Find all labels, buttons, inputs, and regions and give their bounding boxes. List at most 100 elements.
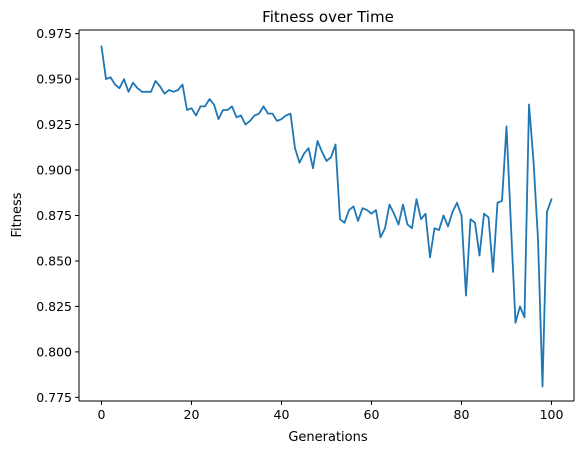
data-point	[226, 109, 229, 111]
y-tick-label: 0.850	[36, 253, 72, 268]
data-point	[505, 125, 508, 127]
data-point	[154, 80, 157, 82]
data-point	[249, 120, 251, 122]
data-point	[325, 160, 328, 162]
data-point	[388, 203, 391, 206]
data-point	[258, 113, 260, 115]
data-point	[244, 123, 247, 126]
data-point	[366, 209, 368, 211]
x-axis-ticks: 0 20 40 60 80 100	[98, 401, 564, 422]
data-point	[460, 214, 463, 217]
data-point	[253, 114, 256, 117]
y-tick-label: 0.775	[36, 390, 72, 405]
data-point	[384, 227, 386, 229]
data-point	[298, 162, 301, 164]
data-point	[348, 209, 350, 211]
y-tick-label: 0.975	[36, 26, 72, 41]
data-point	[429, 256, 431, 258]
data-point	[357, 220, 359, 222]
data-point	[474, 222, 476, 224]
data-point	[150, 91, 152, 93]
x-tick-label: 40	[274, 407, 290, 422]
data-point	[339, 218, 341, 220]
data-point	[186, 109, 188, 111]
data-point	[550, 198, 553, 200]
data-point	[393, 213, 395, 215]
data-point	[433, 227, 436, 229]
data-point	[195, 114, 197, 117]
data-point	[235, 116, 238, 118]
data-point	[438, 229, 440, 231]
chart-title: Fitness over Time	[262, 8, 394, 26]
data-point	[289, 113, 292, 115]
y-tick-label: 0.800	[36, 344, 72, 359]
data-point	[190, 107, 193, 109]
data-point	[145, 91, 148, 93]
data-point	[343, 222, 346, 224]
data-point	[528, 103, 530, 106]
data-point	[109, 76, 112, 78]
data-point	[478, 254, 481, 257]
data-point	[163, 93, 166, 95]
x-tick-label: 60	[364, 407, 380, 422]
data-point	[330, 156, 332, 158]
y-axis-ticks: 0.775 0.800 0.825 0.850 0.875 0.900 0.925 0.950…	[36, 26, 79, 405]
data-point	[465, 294, 467, 297]
data-point	[541, 385, 544, 388]
data-point	[100, 45, 103, 47]
data-point	[316, 140, 319, 142]
data-point	[370, 213, 373, 215]
y-tick-label: 0.825	[36, 299, 72, 314]
data-point	[496, 202, 499, 204]
data-point	[285, 114, 287, 117]
data-point	[397, 223, 400, 226]
data-point	[271, 113, 274, 115]
data-point	[312, 167, 314, 169]
data-point	[375, 209, 377, 211]
x-tick-label: 20	[184, 407, 200, 422]
x-axis-label: Generations	[288, 430, 368, 445]
y-axis-label: Fitness	[10, 192, 25, 237]
data-point	[361, 207, 364, 209]
data-point	[532, 160, 535, 162]
data-point	[321, 151, 323, 153]
data-point	[123, 78, 125, 80]
data-point	[307, 147, 310, 149]
x-tick-label: 100	[540, 407, 564, 422]
data-point	[447, 225, 449, 228]
data-point	[127, 91, 130, 93]
data-point	[456, 202, 458, 204]
data-point	[168, 89, 170, 91]
data-point	[303, 153, 305, 155]
y-tick-label: 0.950	[36, 72, 72, 87]
data-point	[442, 214, 445, 217]
data-point	[132, 82, 134, 84]
data-point	[546, 211, 548, 213]
y-tick-label: 0.875	[36, 208, 72, 223]
data-point	[492, 271, 494, 273]
data-point	[406, 223, 409, 226]
data-point	[537, 238, 539, 240]
data-point	[181, 83, 184, 86]
data-point	[352, 205, 355, 208]
data-point	[240, 114, 242, 117]
data-point	[411, 227, 413, 229]
data-point	[420, 218, 422, 220]
y-tick-label: 0.900	[36, 163, 72, 178]
data-point	[402, 203, 404, 206]
x-tick-label: 80	[454, 407, 470, 422]
x-tick-label: 0	[98, 407, 106, 422]
data-point	[276, 120, 278, 122]
data-point	[136, 87, 139, 89]
data-point	[217, 118, 220, 120]
data-point	[510, 225, 512, 228]
data-point	[294, 147, 296, 149]
data-point	[141, 91, 143, 93]
data-point	[208, 98, 211, 100]
data-point	[118, 87, 121, 89]
data-point	[222, 109, 224, 111]
data-point	[231, 105, 233, 107]
data-point	[501, 200, 503, 202]
